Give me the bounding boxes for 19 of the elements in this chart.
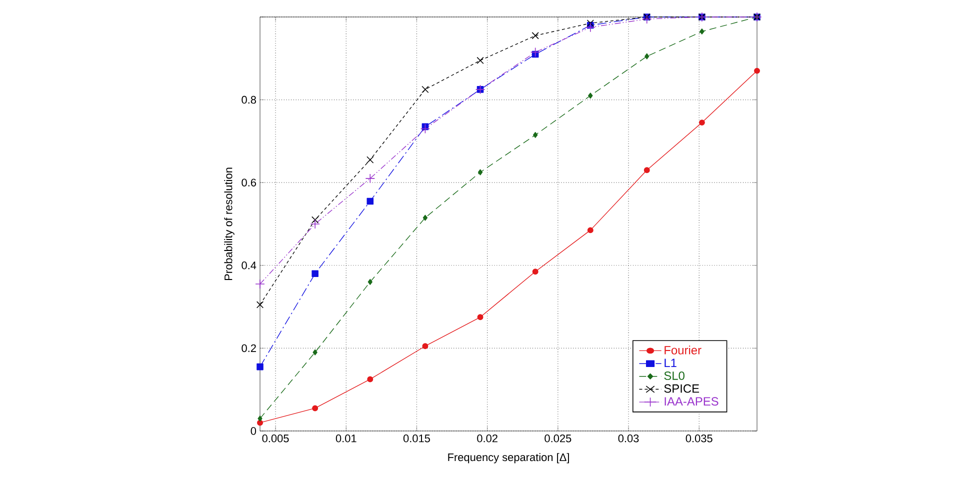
x-tick-label: 0.015	[403, 434, 430, 442]
x-tick-label: 0.02	[477, 434, 498, 442]
x-tick-label: 0.03	[618, 434, 639, 442]
x-tick-label: 0.035	[686, 434, 712, 442]
legend-label: SPICE	[664, 384, 700, 393]
y-tick-label: 0.4	[242, 262, 256, 270]
x-tick-label: 0.01	[336, 434, 356, 442]
y-tick-label: 0.2	[242, 344, 256, 352]
legend-label: IAA-APES	[664, 397, 718, 406]
legend-label: Fourier	[664, 346, 702, 354]
x-tick-label: 0.005	[262, 434, 289, 442]
y-tick-label: 0	[250, 427, 256, 435]
x-axis-title: Frequency separation [Δ]	[448, 453, 569, 464]
legend-label: SL0	[664, 371, 684, 380]
legend-label: L1	[664, 358, 676, 367]
y-axis-title: Probability of resolution	[224, 168, 234, 280]
y-tick-label: 0.6	[242, 178, 256, 186]
y-tick-label: 0.8	[242, 96, 256, 104]
x-tick-label: 0.025	[544, 434, 572, 442]
